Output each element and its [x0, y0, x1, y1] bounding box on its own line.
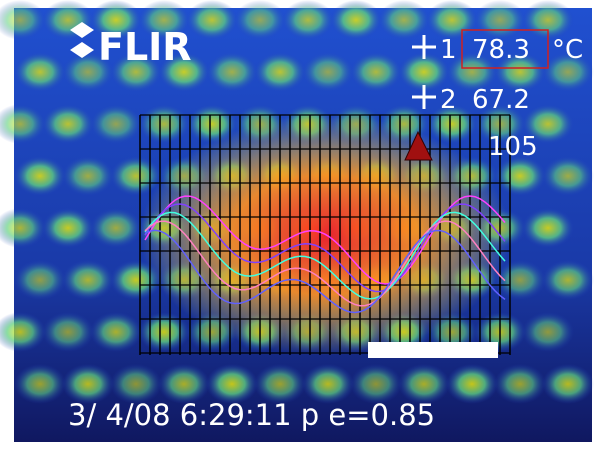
legend-patch	[368, 342, 498, 358]
heat-blob	[542, 260, 594, 300]
spot-label: 1	[440, 35, 457, 65]
heat-blob	[14, 52, 66, 92]
scale-max: 105	[488, 132, 538, 162]
heat-blob	[302, 52, 354, 92]
heat-blob	[42, 312, 94, 352]
spot-value: 67.2	[472, 85, 530, 115]
spot-label: 2	[440, 85, 457, 115]
heat-blob	[426, 0, 478, 40]
heat-blob	[282, 0, 334, 40]
heat-blob	[14, 364, 66, 404]
heat-blob	[330, 0, 382, 40]
heat-blob	[14, 260, 66, 300]
heat-blob	[522, 312, 574, 352]
heat-blob	[542, 156, 594, 196]
heat-blob	[446, 364, 498, 404]
logo-text: FLIR	[98, 25, 192, 69]
heat-blob	[14, 156, 66, 196]
status-line: 3/ 4/08 6:29:11 p e=0.85	[68, 398, 435, 432]
thermal-image: FLIR 1 78.3 °C 2 67.2 105 3/ 4/08 6:29:1…	[0, 0, 605, 454]
heat-blob	[90, 312, 142, 352]
unit: °C	[552, 35, 583, 65]
heat-blob	[42, 208, 94, 248]
heat-blob	[378, 0, 430, 40]
heat-blob	[42, 104, 94, 144]
heat-blob	[542, 364, 594, 404]
heat-blob	[234, 0, 286, 40]
heat-blob	[186, 0, 238, 40]
heat-blob	[254, 52, 306, 92]
heat-blob	[90, 104, 142, 144]
heat-blob	[62, 260, 114, 300]
heat-blob	[206, 52, 258, 92]
heat-blob	[494, 364, 546, 404]
heat-blob	[62, 156, 114, 196]
heat-blob	[90, 208, 142, 248]
spot-value: 78.3	[472, 35, 530, 65]
heat-blob	[474, 0, 526, 40]
heat-blob	[522, 208, 574, 248]
screenshot: FLIR 1 78.3 °C 2 67.2 105 3/ 4/08 6:29:1…	[0, 0, 605, 454]
heat-blob	[350, 52, 402, 92]
